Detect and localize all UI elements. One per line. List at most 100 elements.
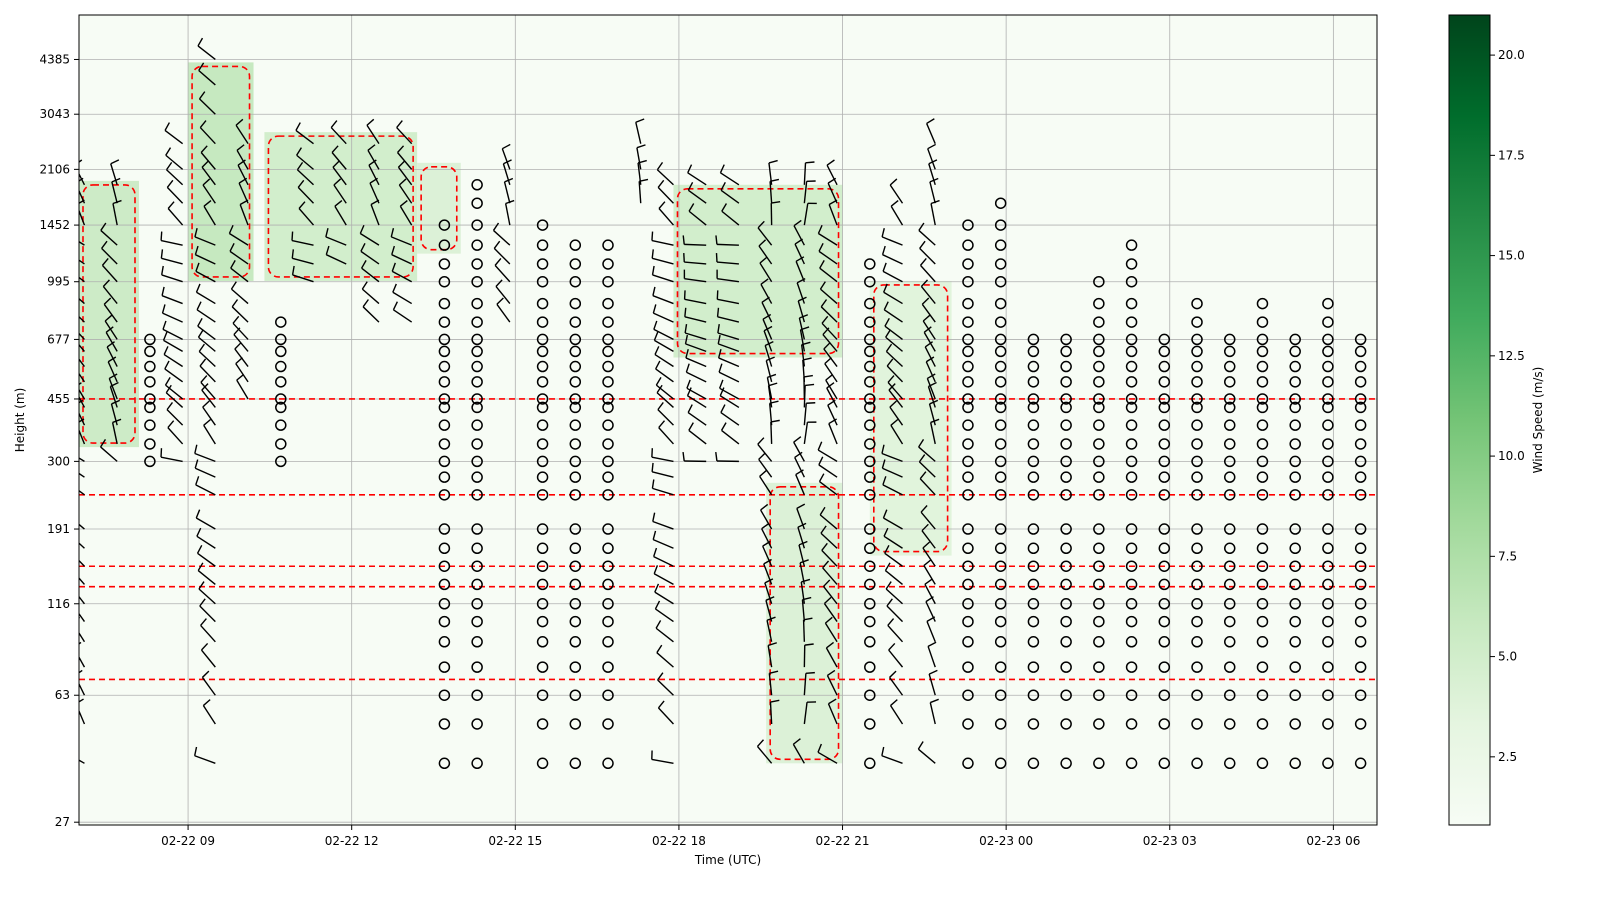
calm-marker	[1191, 542, 1203, 555]
calm-marker	[1191, 297, 1203, 310]
calm-marker	[1289, 598, 1301, 610]
barb-staff	[796, 508, 806, 530]
colorbar-tick-label: 5.0	[1498, 650, 1517, 664]
calm-marker	[1060, 345, 1072, 358]
barb-feather	[494, 258, 502, 266]
barb-feather	[166, 179, 174, 188]
calm-marker	[1289, 578, 1301, 591]
barb-staff	[884, 325, 903, 340]
wind-barb	[494, 258, 511, 283]
calm-marker	[1322, 297, 1334, 310]
calm-marker	[602, 345, 614, 358]
barb-feather	[298, 201, 306, 209]
calm-marker	[275, 438, 287, 450]
wind-barb	[715, 235, 739, 246]
y-tick-label: 455	[47, 392, 70, 406]
barb-staff	[823, 348, 838, 367]
barb-feather	[232, 315, 240, 324]
barb-staff	[794, 457, 805, 478]
barb-staff	[721, 429, 740, 445]
calm-marker	[1125, 615, 1138, 628]
calm-marker	[1223, 419, 1236, 431]
barb-feather	[657, 672, 664, 681]
calm-marker	[275, 455, 287, 468]
calm-marker	[1093, 598, 1105, 610]
calm-marker	[1093, 438, 1105, 450]
barb-staff	[655, 368, 674, 383]
calm-marker	[438, 275, 451, 288]
calm-marker	[1322, 316, 1334, 328]
barb-staff	[927, 386, 936, 408]
calm-marker	[1322, 661, 1334, 673]
barb-feather	[826, 382, 835, 389]
barb-staff	[197, 570, 216, 585]
barb-staff	[719, 395, 740, 409]
calm-marker	[1354, 615, 1367, 628]
calm-marker	[569, 560, 582, 572]
wind-barb	[717, 349, 740, 368]
barb-staff	[765, 600, 773, 622]
wind-barb	[684, 334, 707, 353]
barb-staff	[758, 245, 773, 265]
wind-barb	[161, 265, 183, 283]
barb-feather	[653, 565, 659, 574]
barb-feather	[202, 178, 211, 186]
barb-staff	[398, 184, 413, 204]
wind-barb	[917, 741, 936, 764]
barb-staff	[79, 595, 86, 605]
barb-staff	[718, 357, 740, 368]
wind-barb	[717, 334, 740, 353]
x-tick-label: 02-22 18	[652, 834, 706, 848]
wind-barb	[889, 670, 904, 696]
barb-staff	[762, 318, 773, 340]
calm-marker	[438, 523, 451, 535]
wind-barb	[296, 147, 314, 170]
calm-marker	[1223, 636, 1236, 648]
calm-marker	[994, 419, 1007, 431]
calm-marker	[1289, 401, 1301, 414]
calm-marker	[1158, 419, 1171, 431]
wind-barb	[821, 542, 838, 567]
calm-marker	[864, 401, 876, 414]
calm-marker	[1093, 542, 1105, 555]
barb-staff	[368, 164, 380, 186]
colorbar-label: Wind Speed (m/s)	[1531, 367, 1545, 474]
barb-staff	[391, 254, 412, 265]
wind-barb	[927, 143, 936, 170]
calm-marker	[864, 542, 876, 555]
barb-feather	[653, 320, 658, 330]
barb-staff	[924, 346, 936, 367]
calm-marker	[536, 560, 549, 572]
wind-barb	[359, 224, 380, 246]
barb-staff	[890, 424, 904, 445]
wind-barb	[291, 231, 314, 246]
barb-feather	[885, 581, 892, 590]
calm-marker	[438, 636, 451, 648]
calm-marker	[569, 718, 582, 730]
barb-feather	[79, 669, 83, 674]
barb-staff	[202, 705, 216, 725]
wind-barb	[198, 581, 216, 605]
barb-staff	[684, 332, 707, 341]
barb-feather	[164, 122, 171, 131]
calm-marker	[962, 360, 974, 373]
wind-barb	[919, 471, 936, 496]
calm-marker	[471, 419, 483, 431]
calm-marker	[1060, 615, 1072, 628]
barb-feather	[655, 377, 662, 386]
barb-staff	[296, 169, 314, 186]
calm-marker	[1256, 757, 1269, 770]
calm-marker	[536, 661, 549, 673]
wind-barb	[79, 373, 86, 400]
wind-barb	[651, 231, 674, 246]
barb-staff	[199, 605, 216, 623]
calm-marker	[438, 316, 451, 328]
calm-marker	[602, 333, 614, 346]
barb-feather	[234, 342, 242, 350]
wind-barb	[881, 245, 903, 265]
calm-marker	[1256, 636, 1269, 648]
calm-marker	[1223, 615, 1236, 628]
calm-marker	[471, 219, 483, 231]
wind-barb	[194, 459, 216, 478]
barb-staff	[925, 361, 936, 383]
